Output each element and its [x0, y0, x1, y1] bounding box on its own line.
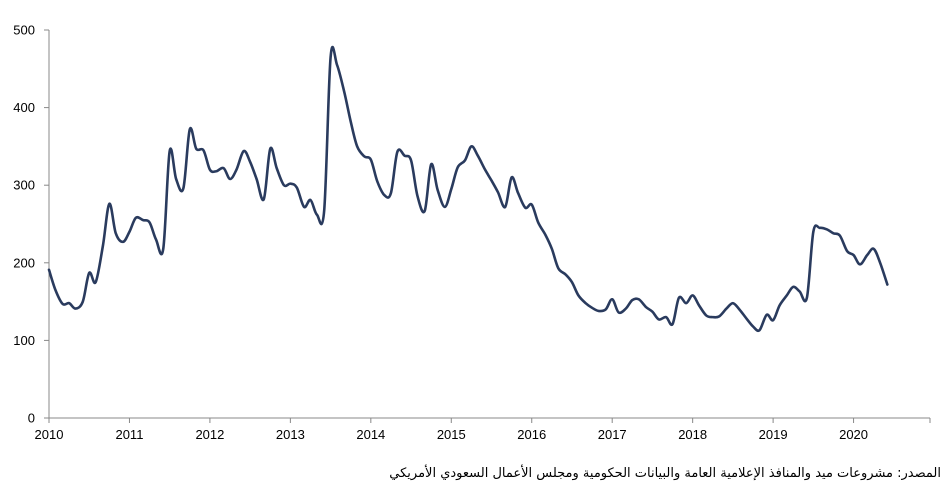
y-tick-label: 200	[13, 255, 35, 270]
x-tick-label: 2017	[598, 427, 627, 442]
x-tick-label: 2012	[195, 427, 224, 442]
source-note: المصدر: مشروعات ميد والمنافذ الإعلامية ا…	[389, 466, 941, 481]
plot-area	[47, 45, 889, 333]
x-tick-label: 2016	[517, 427, 546, 442]
x-tick-label: 2010	[35, 427, 64, 442]
y-tick-label: 0	[28, 411, 35, 426]
y-axis: 0 100 200 300 400 500	[13, 23, 50, 426]
y-tick-label: 500	[13, 23, 35, 38]
x-tick-label: 2018	[678, 427, 707, 442]
y-tick-label: 400	[13, 100, 35, 115]
x-tick-label: 2014	[356, 427, 385, 442]
series-line	[47, 45, 889, 333]
x-tick-label: 2020	[839, 427, 868, 442]
y-tick-label: 300	[13, 178, 35, 193]
x-tick-label: 2013	[276, 427, 305, 442]
y-tick-label: 100	[13, 333, 35, 348]
x-tick-label: 2019	[759, 427, 788, 442]
x-tick-label: 2015	[437, 427, 466, 442]
x-tick-label: 2011	[115, 427, 143, 442]
x-axis: 2010 2011 2012 2013 2014 2015 2016 2017 2018 2019…	[35, 417, 931, 442]
